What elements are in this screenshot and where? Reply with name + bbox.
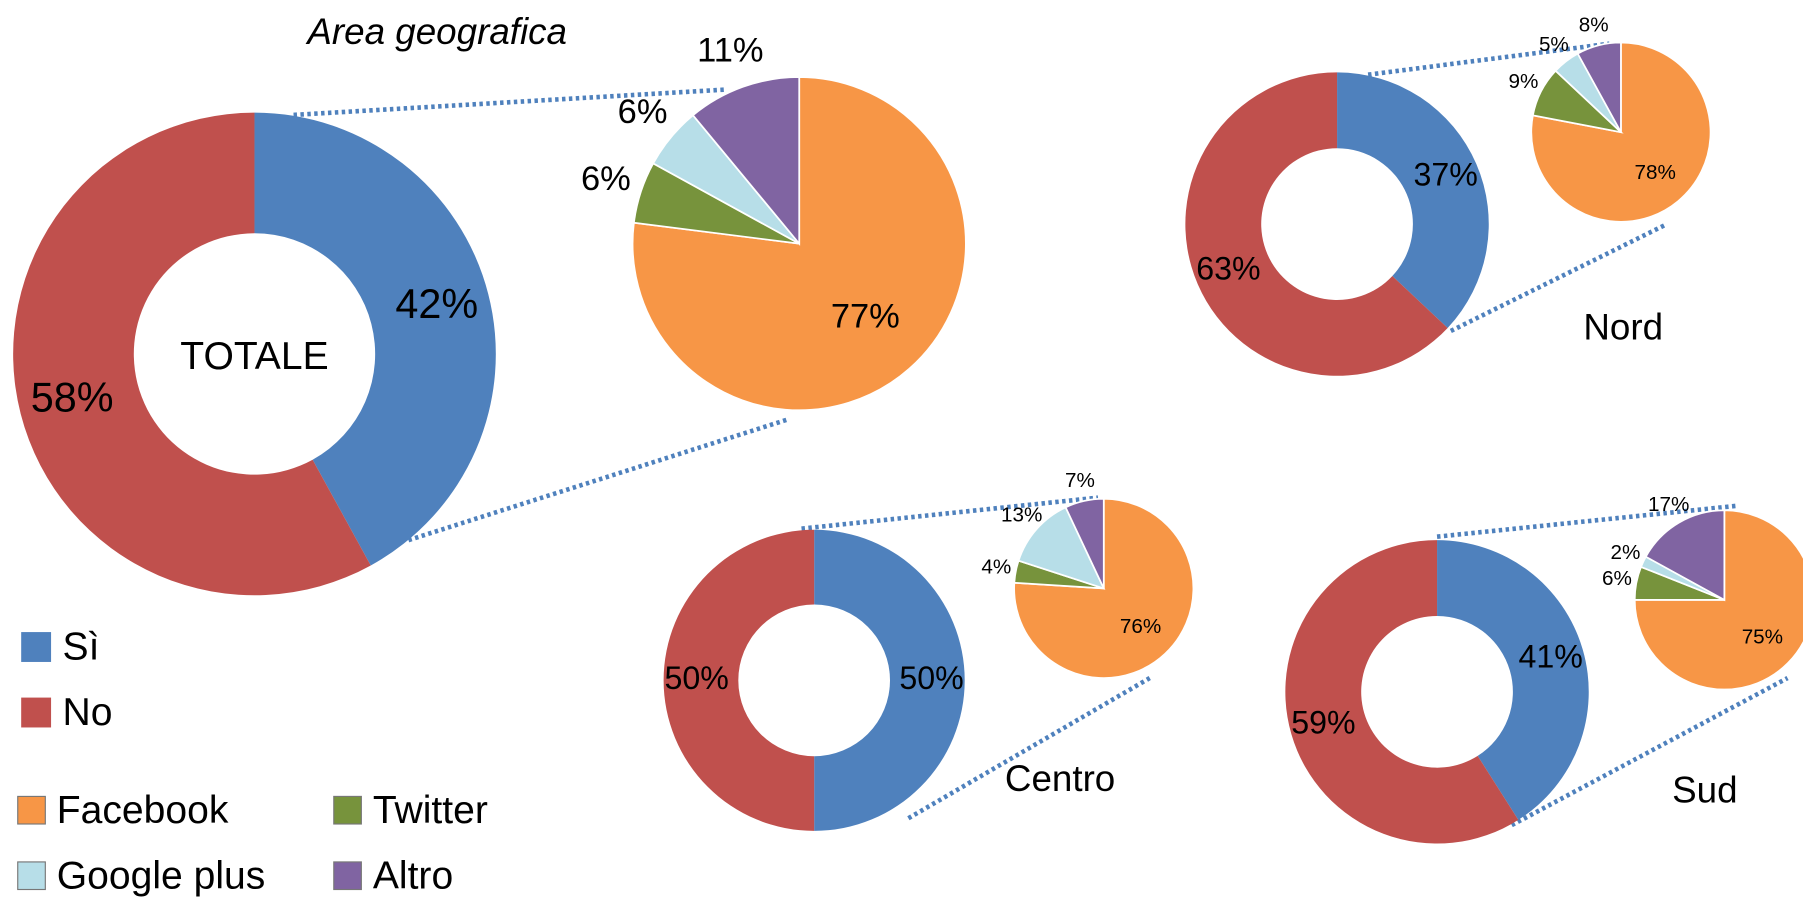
data-label: 6%	[581, 160, 631, 198]
pie-slice	[1644, 509, 1726, 602]
connector	[407, 417, 789, 543]
data-label: 50%	[899, 660, 963, 696]
data-label: 50%	[665, 660, 729, 696]
pie-slice	[631, 76, 967, 412]
donut-segment	[1337, 72, 1489, 328]
data-label: 42%	[395, 281, 478, 327]
legend-swatch	[333, 861, 362, 891]
legend-swatch	[333, 795, 362, 825]
data-label: 63%	[1196, 251, 1260, 287]
legend-swatch	[21, 697, 52, 728]
data-label: 11%	[697, 31, 763, 69]
pie-slice	[1017, 506, 1106, 590]
legend-label: Sì	[63, 626, 100, 669]
legend-label: No	[63, 691, 113, 734]
data-label: 78%	[1635, 161, 1676, 184]
connector	[1436, 503, 1739, 539]
chart-label: Centro	[1005, 758, 1115, 799]
data-label: 76%	[1120, 615, 1161, 638]
connector	[293, 87, 725, 118]
chart-label: Sud	[1672, 770, 1737, 811]
legend-label: Altro	[373, 854, 453, 897]
legend-label: Twitter	[373, 789, 488, 832]
data-label: 2%	[1610, 541, 1640, 564]
data-label: 6%	[618, 93, 668, 131]
data-label: 58%	[31, 375, 114, 421]
legend-swatch	[17, 795, 46, 825]
connector	[801, 495, 1099, 531]
connector	[907, 676, 1151, 821]
donut-segment	[1285, 540, 1519, 844]
donut-segment	[663, 529, 815, 831]
data-label: 6%	[1602, 567, 1632, 590]
donut-segment	[814, 529, 965, 831]
title: Area geografica	[305, 11, 567, 52]
data-label: 17%	[1648, 493, 1689, 516]
data-label: 13%	[1001, 504, 1042, 527]
connector	[1367, 41, 1610, 77]
data-label: 75%	[1742, 625, 1783, 648]
connector	[1449, 222, 1668, 334]
connectors	[293, 41, 1789, 828]
data-label: 77%	[831, 298, 900, 336]
data-label: 7%	[1065, 469, 1095, 492]
donut-segment	[13, 112, 371, 596]
data-label: 4%	[981, 555, 1011, 578]
donut-segment	[1185, 72, 1448, 376]
donut-segment	[1437, 540, 1589, 820]
pie-slice	[1576, 41, 1622, 133]
donut-segment	[254, 112, 496, 566]
data-label: 59%	[1291, 704, 1355, 740]
data-label: 41%	[1518, 638, 1582, 674]
chart-label: Nord	[1583, 307, 1663, 348]
chart-label: TOTALE	[180, 335, 328, 378]
data-label: 8%	[1579, 14, 1609, 37]
pie-slice	[1064, 497, 1105, 589]
pie-slice	[691, 76, 801, 247]
legend-swatch	[21, 632, 52, 662]
legend-label: Google plus	[57, 854, 265, 897]
data-label: 9%	[1509, 70, 1539, 93]
data-label: 5%	[1539, 33, 1569, 56]
data-label: 37%	[1413, 157, 1477, 193]
legend-label: Facebook	[57, 789, 229, 832]
legend-swatch	[17, 861, 46, 891]
